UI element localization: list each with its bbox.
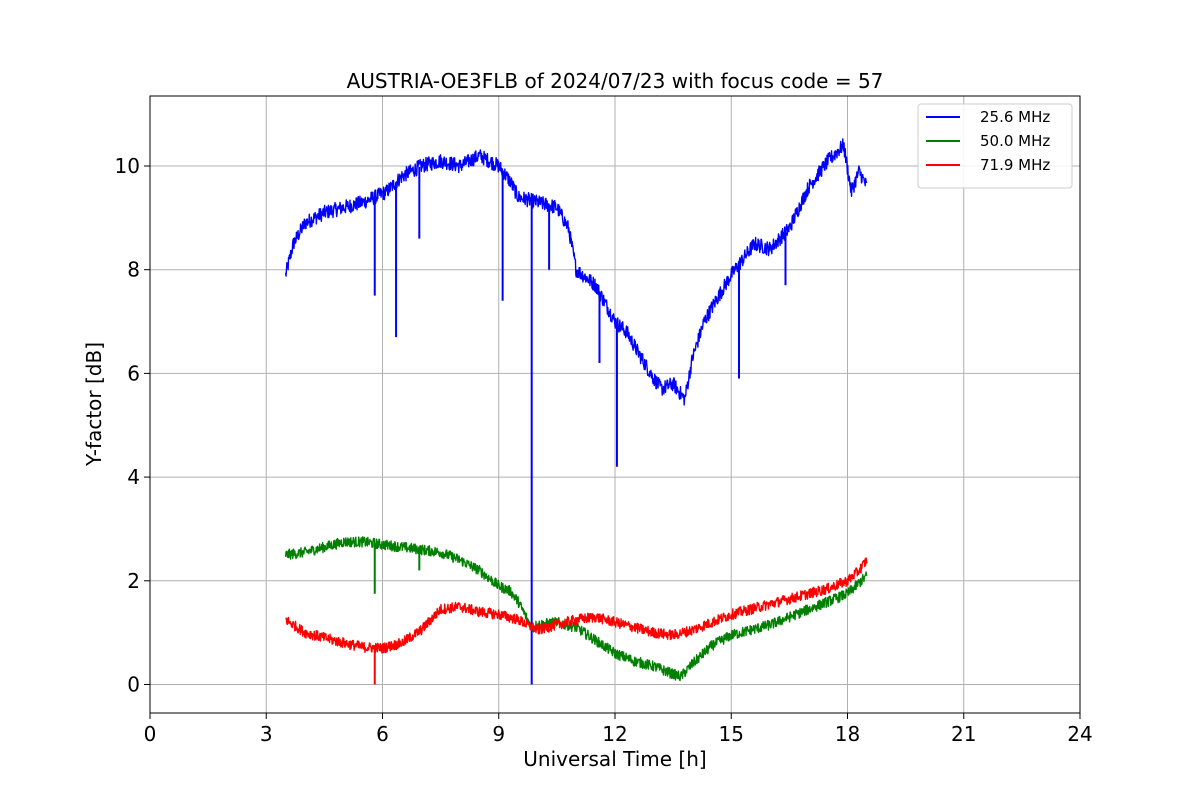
y-axis-label: Y-factor [dB] xyxy=(82,342,106,467)
y-tick-label: 2 xyxy=(127,569,140,593)
x-tick-label: 0 xyxy=(144,722,157,746)
legend-entry: 25.6 MHz xyxy=(980,108,1050,126)
x-tick-label: 9 xyxy=(492,722,505,746)
series-line xyxy=(285,557,868,654)
chart-title: AUSTRIA-OE3FLB of 2024/07/23 with focus … xyxy=(347,69,884,93)
series-line xyxy=(284,138,868,406)
y-tick-label: 0 xyxy=(127,672,140,696)
x-tick-label: 21 xyxy=(951,722,976,746)
x-tick-label: 12 xyxy=(602,722,627,746)
y-tick-label: 6 xyxy=(127,361,140,385)
series-layer xyxy=(284,138,868,685)
x-axis-label: Universal Time [h] xyxy=(523,747,706,771)
x-tick-label: 6 xyxy=(376,722,389,746)
x-tick-label: 15 xyxy=(719,722,744,746)
legend-box xyxy=(917,103,1073,189)
y-tick-label: 4 xyxy=(127,465,140,489)
y-tick-label: 8 xyxy=(127,258,140,282)
legend-entry: 50.0 MHz xyxy=(980,132,1050,150)
legend: 25.6 MHz 50.0 MHz 71.9 MHz xyxy=(917,103,1073,189)
legend-entry: 71.9 MHz xyxy=(980,156,1050,174)
x-tick-label: 3 xyxy=(260,722,273,746)
y-tick-label: 10 xyxy=(115,154,140,178)
x-tick-label: 24 xyxy=(1067,722,1092,746)
x-tick-label: 18 xyxy=(835,722,860,746)
